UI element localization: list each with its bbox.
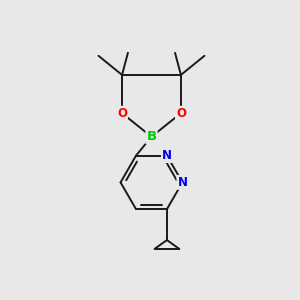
Text: O: O — [117, 107, 127, 120]
Text: B: B — [146, 130, 157, 143]
Text: O: O — [176, 107, 186, 120]
Text: N: N — [177, 176, 188, 189]
Text: N: N — [162, 149, 172, 162]
